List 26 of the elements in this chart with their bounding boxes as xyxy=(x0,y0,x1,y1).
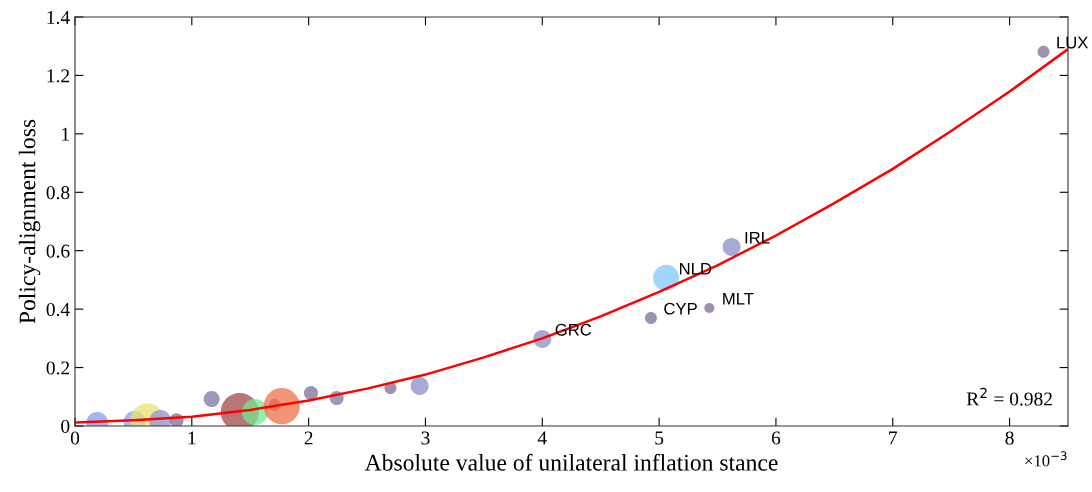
y-tick-label: 0 xyxy=(61,419,70,433)
annotation: CYP xyxy=(664,302,697,315)
x-tick-label: 8 xyxy=(1005,431,1014,445)
y-tick-label: 0.4 xyxy=(46,302,70,317)
annotation: NLD xyxy=(679,262,712,275)
y-axis-title: Policy-alignment loss xyxy=(18,119,41,324)
x-tick-label: 6 xyxy=(771,431,781,445)
x-tick-label: 0 xyxy=(70,431,80,445)
x-tick-label: 7 xyxy=(889,431,898,445)
x-tick-label: 1 xyxy=(188,431,196,445)
y-tick-label: 0.6 xyxy=(46,244,70,258)
x-tick-label: 4 xyxy=(537,431,547,445)
x-tick-label: 5 xyxy=(655,431,664,445)
y-tick-label: 1.2 xyxy=(47,69,70,83)
y-tick-label: 1 xyxy=(62,127,69,141)
x-tick-label: 3 xyxy=(421,431,430,445)
x-axis-title: Absolute value of unilateral inflation stance xyxy=(364,453,778,471)
annotation: IRL xyxy=(745,231,770,244)
text: ×10$^{−3}$ xyxy=(1025,451,1067,467)
annotation: LUX xyxy=(1057,36,1089,49)
y-tick-label: 0.2 xyxy=(46,361,70,375)
annotation: MLT xyxy=(723,293,754,305)
annotation: R$^{2}$ = 0.982 xyxy=(966,387,1052,406)
x-tick-label: 2 xyxy=(304,431,313,445)
y-tick-label: 1.4 xyxy=(47,10,70,25)
y-tick-label: 0.8 xyxy=(46,186,70,200)
